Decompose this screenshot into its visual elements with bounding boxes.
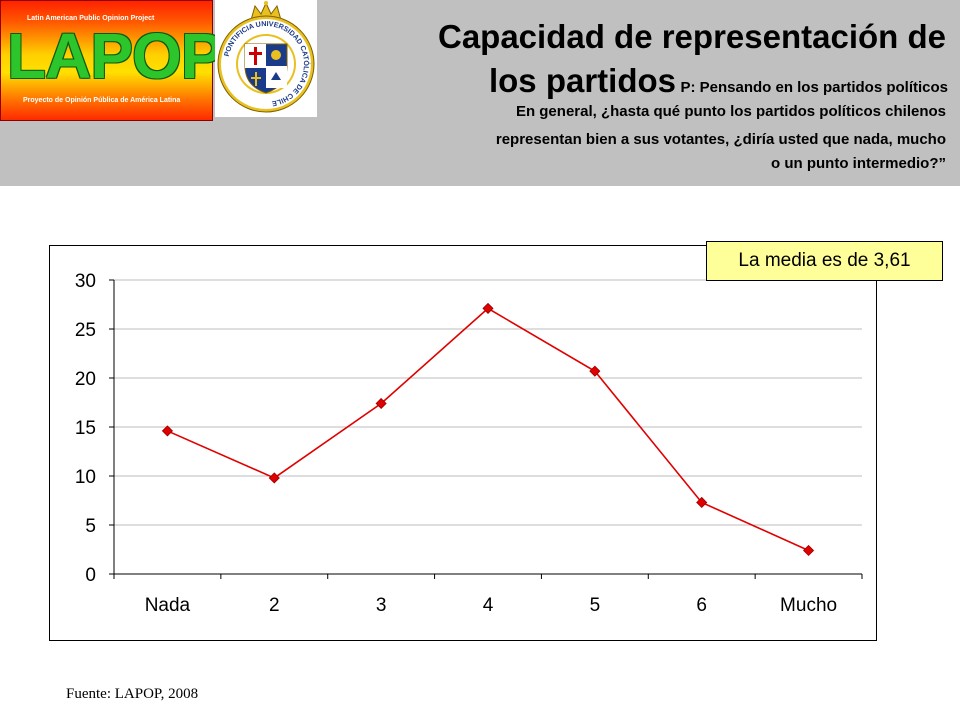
page-title-line2-big: los partidos — [488, 62, 676, 99]
y-tick-label: 25 — [75, 320, 96, 341]
data-point — [803, 544, 815, 557]
y-tick-label: 20 — [75, 369, 96, 390]
mean-label-box: La media es de 3,61 — [706, 241, 943, 281]
y-tick-label: 10 — [75, 467, 96, 488]
question-intro: P: Pensando en los partidos políticos — [680, 79, 948, 96]
question-line-1: En general, ¿hasta qué punto los partido… — [515, 103, 946, 120]
data-point — [482, 302, 494, 314]
y-tick-label: 0 — [85, 565, 96, 586]
lapop-logo-wordmark: LAPOP — [7, 20, 223, 92]
seal-icon: PONTIFICIA UNIVERSIDAD CATÓLICA DE CHILE — [217, 1, 315, 113]
y-tick-label: 15 — [75, 418, 96, 439]
x-tick-label: Nada — [145, 595, 191, 616]
x-tick-label: 3 — [376, 595, 387, 616]
page-title-line1: Capacidad de representación de — [437, 18, 946, 55]
lapop-logo: Latin American Public Opinion Project LA… — [0, 0, 223, 121]
x-tick-label: 5 — [590, 595, 601, 616]
x-tick-label: 6 — [696, 595, 707, 616]
line-chart: 0 5 10 15 20 25 30 Nada 2 3 4 5 6 Mucho — [75, 271, 863, 616]
data-point — [268, 472, 280, 484]
x-tick-label: 2 — [269, 595, 280, 616]
x-tick-label: 4 — [483, 595, 494, 616]
x-tick-label: Mucho — [780, 595, 837, 616]
source-note: Fuente: LAPOP, 2008 — [66, 686, 199, 702]
chart-frame: 0 5 10 15 20 25 30 Nada 2 3 4 5 6 Mucho — [49, 245, 877, 641]
university-seal-logo: PONTIFICIA UNIVERSIDAD CATÓLICA DE CHILE — [215, 0, 317, 117]
y-tick-label: 5 — [85, 516, 96, 537]
data-point — [161, 425, 173, 437]
series-line — [167, 307, 809, 552]
page-title-line2: los partidos P: Pensando en los partidos… — [489, 62, 948, 100]
data-point — [589, 365, 601, 377]
question-line-2: representan bien a sus votantes, ¿diría … — [495, 131, 946, 148]
lapop-logo-top-text: Latin American Public Opinion Project — [27, 15, 155, 22]
question-line-3: o un punto intermedio?” — [771, 155, 946, 172]
lapop-logo-bottom-text: Proyecto de Opinión Pública de América L… — [23, 97, 181, 104]
data-point — [696, 496, 708, 509]
data-point — [375, 397, 387, 410]
header-banner: Latin American Public Opinion Project LA… — [0, 0, 960, 186]
y-tick-label: 30 — [75, 271, 96, 292]
